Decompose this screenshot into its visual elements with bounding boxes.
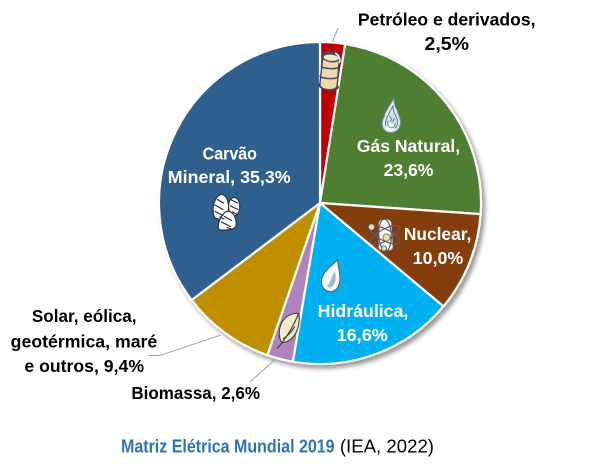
svg-text:Petróleo e derivados,: Petróleo e derivados, (358, 10, 536, 30)
svg-text:Carvão: Carvão (203, 144, 258, 164)
svg-text:e outros, 9,4%: e outros, 9,4% (24, 356, 144, 376)
svg-text:Matriz Elétrica Mundial 2019: Matriz Elétrica Mundial 2019 (121, 437, 335, 457)
svg-text:16,6%: 16,6% (337, 325, 389, 345)
svg-text:geotérmica, maré: geotérmica, maré (11, 332, 158, 352)
svg-text:Gás Natural,: Gás Natural, (357, 136, 460, 156)
svg-text:(IEA, 2022): (IEA, 2022) (335, 437, 434, 457)
svg-text:10,0%: 10,0% (413, 248, 464, 268)
svg-text:Solar, eólica,: Solar, eólica, (32, 306, 137, 326)
svg-text:2,5%: 2,5% (425, 33, 469, 54)
svg-text:Hidráulica,: Hidráulica, (318, 301, 409, 321)
svg-text:Mineral, 35,3%: Mineral, 35,3% (168, 167, 291, 187)
svg-text:23,6%: 23,6% (384, 160, 434, 180)
svg-text:Biomassa, 2,6%: Biomassa, 2,6% (131, 383, 260, 403)
svg-text:Nuclear,: Nuclear, (404, 224, 472, 244)
